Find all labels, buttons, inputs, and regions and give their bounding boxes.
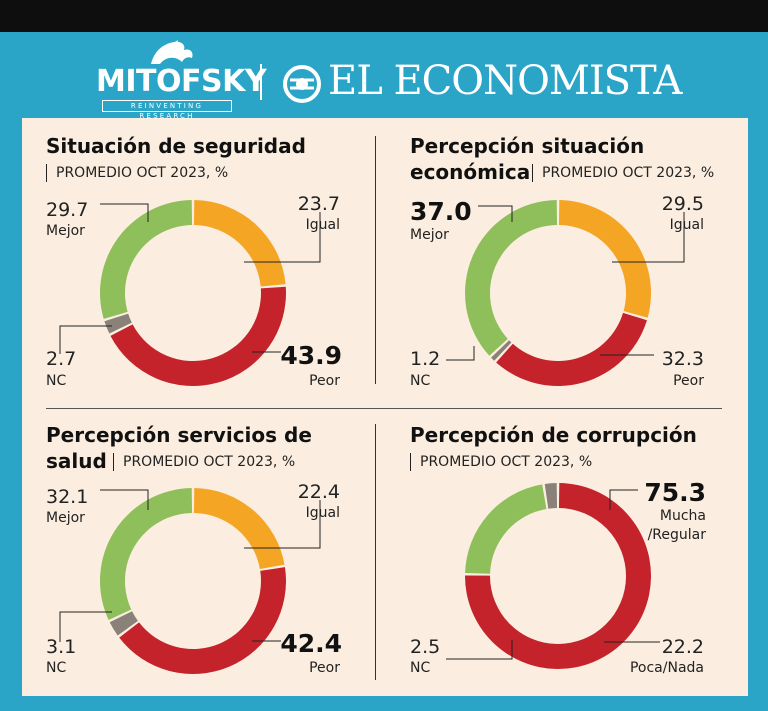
donut-slice-nc [544,483,558,509]
chart1-value-peor: 43.9 [280,341,342,370]
mitofsky-wordmark: MITOFSKY [96,64,267,99]
chart3-title-line1: Percepción servicios de [46,423,312,447]
chart3-label-mejor: Mejor [46,510,85,526]
chart2-label-nc: NC [410,373,431,389]
chart4-value-mucha-regular: 75.3 [644,478,706,507]
chart4-label-nc: NC [410,660,431,676]
donut-slice-poca-nada [465,484,547,574]
chart2-label-mejor: Mejor [410,227,449,243]
chart1-subtitle: PROMEDIO OCT 2023, % [46,164,228,182]
chart2-label-peor: Peor [673,373,704,389]
donut-slice-mejor [100,200,193,319]
chart1-value-igual: 23.7 [297,193,340,215]
chart4-value-poca-nada: 22.2 [661,636,704,658]
chart3-label-nc: NC [46,660,67,676]
chart1-title: Situación de seguridad [46,134,306,158]
chart2-value-peor: 32.3 [661,348,704,370]
el-economista-globe-icon [283,65,321,103]
vertical-divider-bottom [375,424,376,680]
chart1-label-peor: Peor [309,373,340,389]
chart3-subtitle: PROMEDIO OCT 2023, % [113,453,295,471]
top-black-bar [0,0,768,32]
chart4-label-poca-nada: Poca/Nada [629,660,704,676]
el-economista-wordmark: EL ECONOMISTA [328,58,682,104]
chart2-value-nc: 1.2 [410,348,441,370]
mitofsky-logo: MITOFSKY REINVENTING RESEARCH [96,38,267,120]
mitofsky-tagline: REINVENTING RESEARCH [102,100,232,120]
chart3-donut [100,488,286,674]
chart2-value-igual: 29.5 [661,193,704,215]
donut-slice-igual [193,488,285,570]
chart4-label-regular: /Regular [647,527,706,543]
donut-slice-nc [491,340,512,361]
chart3-value-igual: 22.4 [297,481,340,503]
chart1-label-igual: Igual [305,217,340,233]
chart2-value-mejor: 37.0 [410,197,472,226]
donut-slice-nc [109,611,138,636]
vertical-divider-top [375,136,376,384]
chart1-donut [100,200,286,386]
chart4-value-nc: 2.5 [410,636,441,658]
donut-slice-peor [496,312,647,386]
chart2-title-line1: Percepción situación [410,134,645,158]
donut-slice-igual [558,200,651,318]
chart3-value-mejor: 32.1 [46,486,89,508]
chart3-label-peor: Peor [309,660,340,676]
chart1-label-mejor: Mejor [46,223,85,239]
chart3-value-peor: 42.4 [280,629,342,658]
chart3-value-nc: 3.1 [46,636,77,658]
chart4-label-mucha: Mucha [659,508,706,524]
chart2-title-line2: económica [410,160,531,184]
chart4-donut [465,483,651,669]
donut-slice-mejor [100,488,193,620]
brand-divider [260,64,262,100]
donut-slice-peor [110,286,286,386]
chart1-label-nc: NC [46,373,67,389]
mitofsky-horse-icon [151,40,193,64]
chart2-subtitle: PROMEDIO OCT 2023, % [532,164,714,182]
chart3-title-line2: salud [46,449,107,473]
donut-slice-igual [193,200,286,287]
chart4-title: Percepción de corrupción [410,423,697,447]
donut-slice-mejor [465,200,558,356]
chart2-donut [465,200,651,386]
chart4-subtitle: PROMEDIO OCT 2023, % [410,453,592,471]
chart3-label-igual: Igual [305,505,340,521]
horizontal-divider [46,408,722,409]
donut-slice-peor [119,567,286,674]
chart1-value-mejor: 29.7 [46,199,89,221]
chart1-value-nc: 2.7 [46,348,77,370]
chart2-label-igual: Igual [669,217,704,233]
